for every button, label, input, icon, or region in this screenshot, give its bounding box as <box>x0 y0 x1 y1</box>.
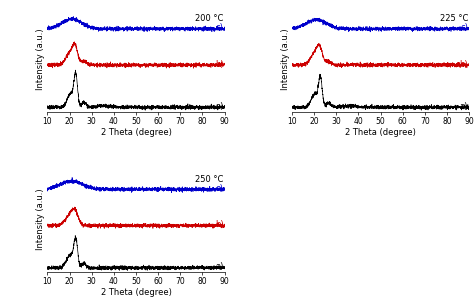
Text: 250 °C: 250 °C <box>195 175 224 184</box>
X-axis label: 2 Theta (degree): 2 Theta (degree) <box>345 128 416 137</box>
Y-axis label: Intensity (a.u.): Intensity (a.u.) <box>281 28 290 90</box>
Text: 225 °C: 225 °C <box>440 14 468 24</box>
X-axis label: 2 Theta (degree): 2 Theta (degree) <box>100 288 172 297</box>
Text: a): a) <box>215 263 224 271</box>
Text: c): c) <box>216 23 224 32</box>
Y-axis label: Intensity (a.u.): Intensity (a.u.) <box>36 189 46 250</box>
Text: c): c) <box>460 23 468 32</box>
Text: 200 °C: 200 °C <box>195 14 224 24</box>
Y-axis label: Intensity (a.u.): Intensity (a.u.) <box>36 28 46 90</box>
Text: a): a) <box>460 102 468 111</box>
X-axis label: 2 Theta (degree): 2 Theta (degree) <box>100 128 172 137</box>
Text: c): c) <box>216 184 224 193</box>
Text: b): b) <box>215 60 224 69</box>
Text: a): a) <box>215 102 224 111</box>
Text: b): b) <box>215 220 224 229</box>
Text: b): b) <box>459 60 468 69</box>
